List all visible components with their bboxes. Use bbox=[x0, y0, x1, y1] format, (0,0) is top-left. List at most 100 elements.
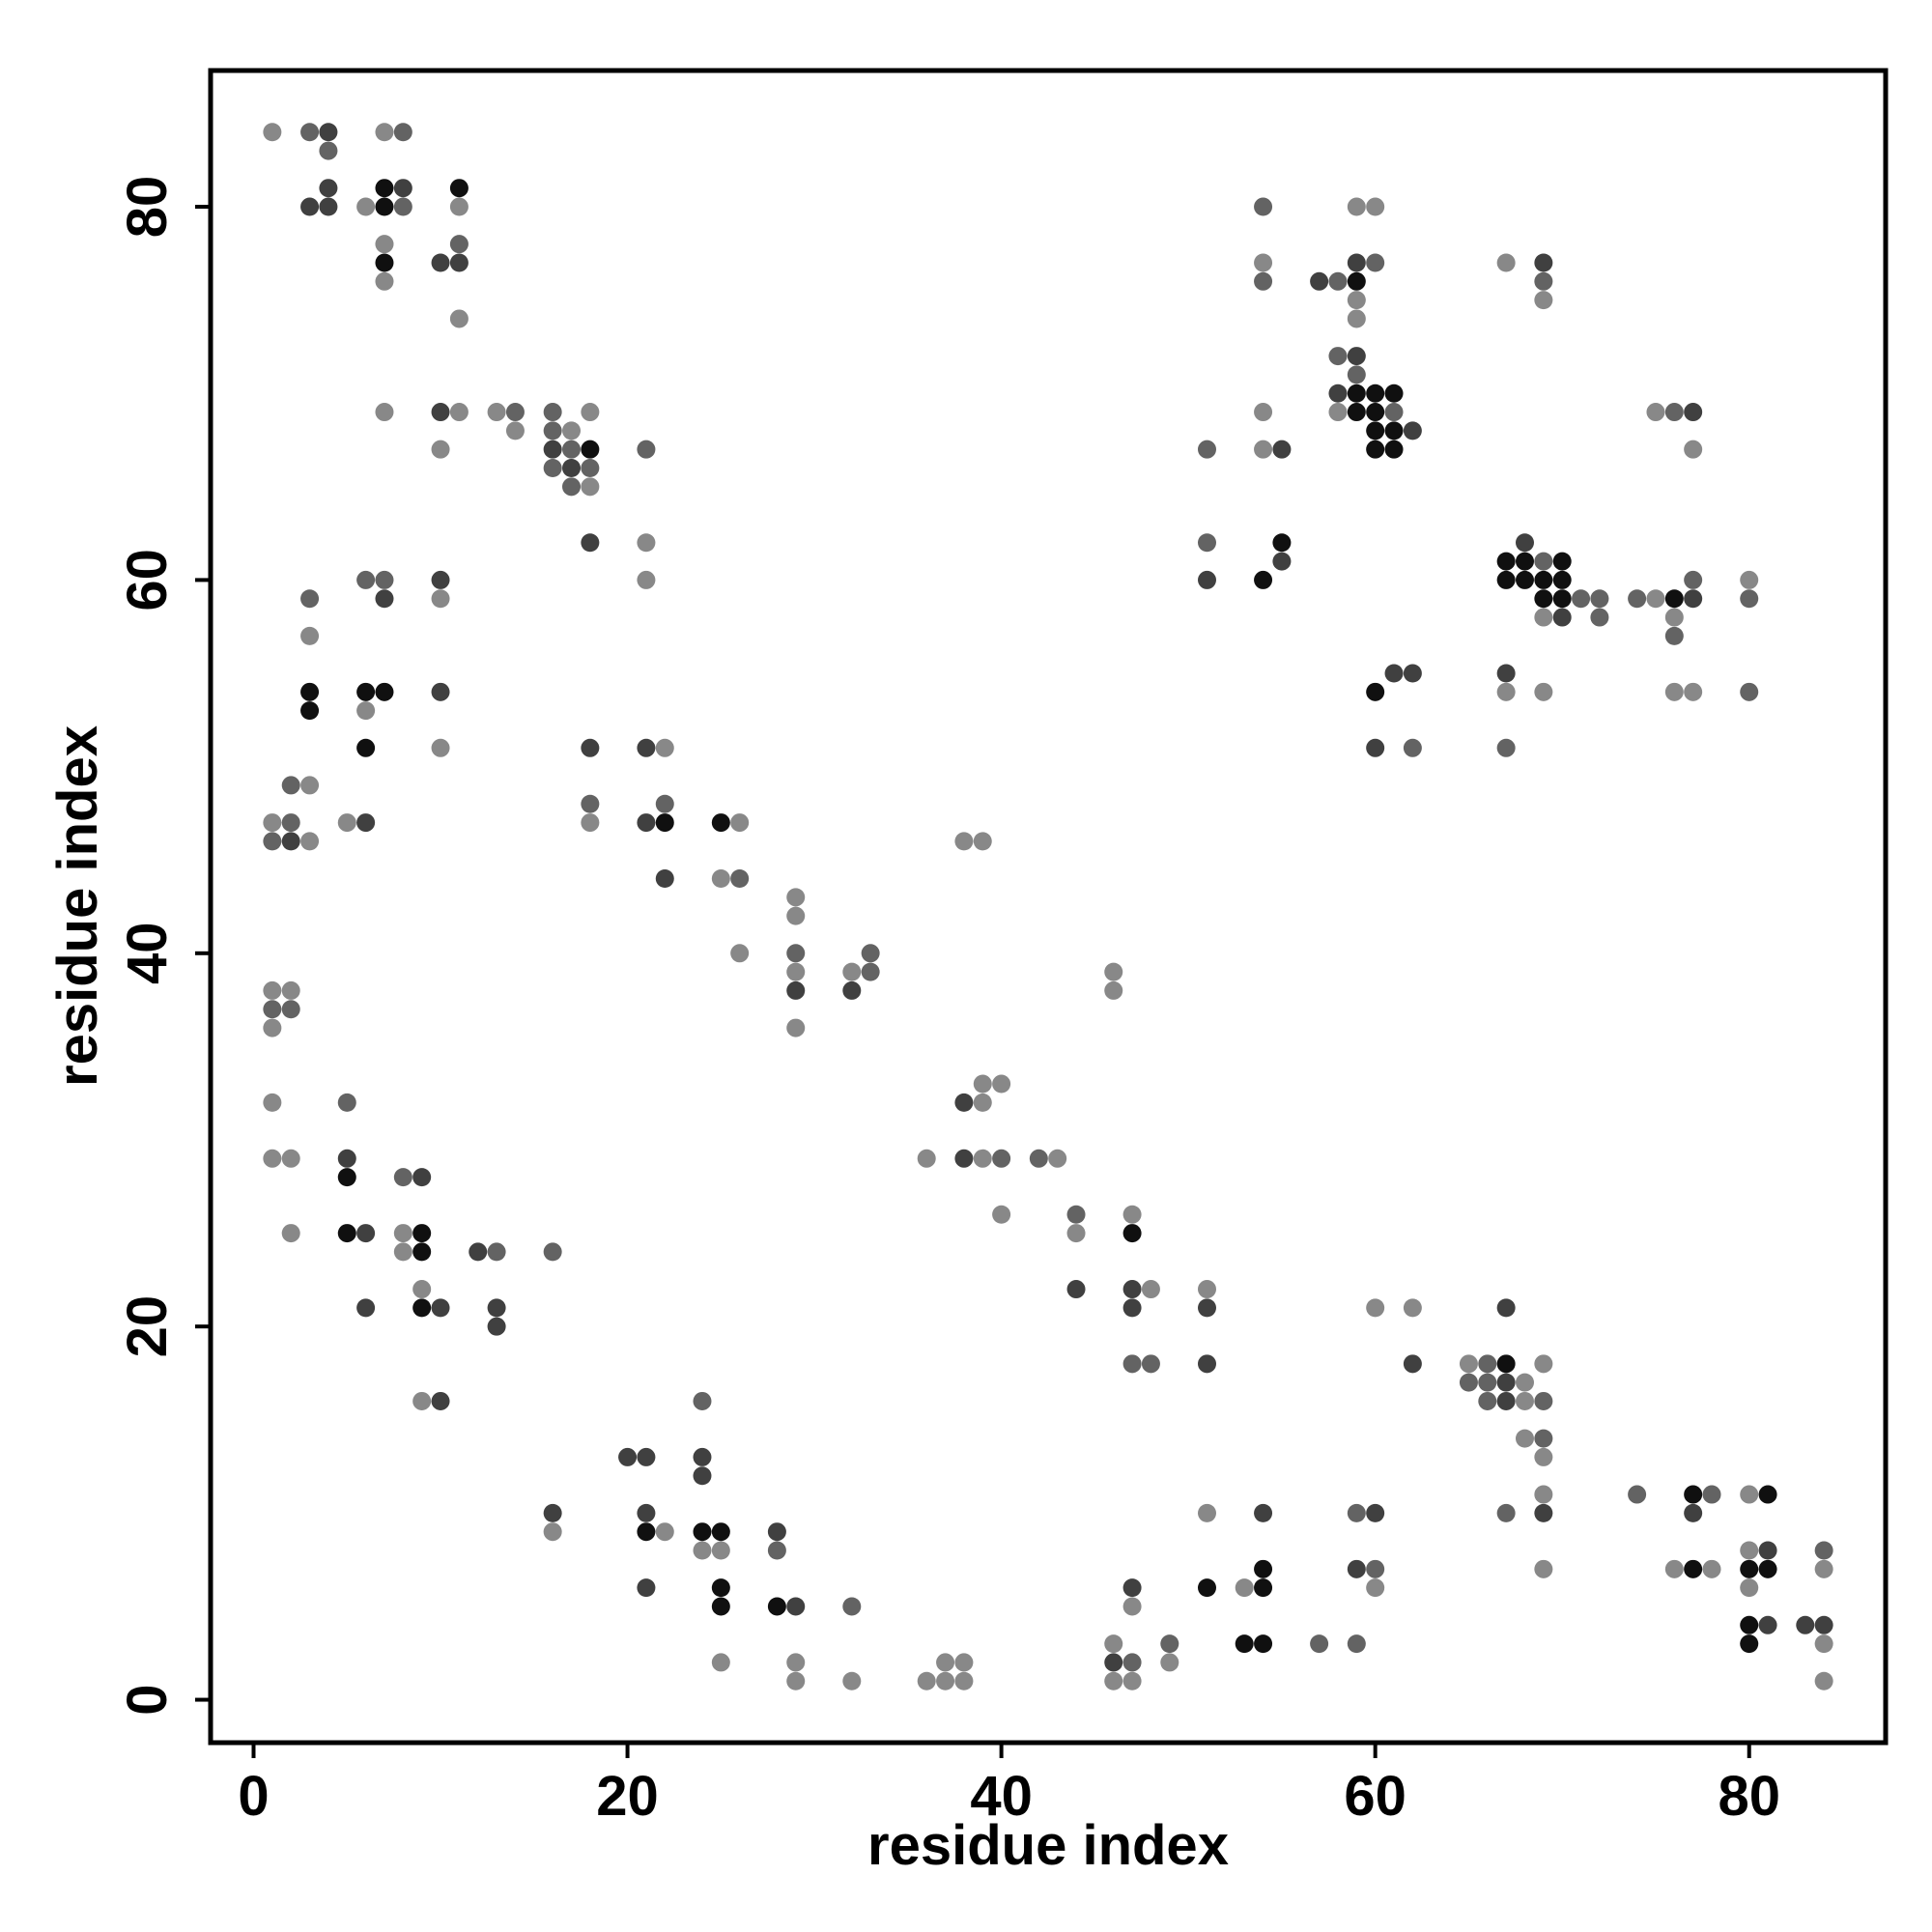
scatter-point bbox=[1366, 421, 1385, 440]
scatter-point bbox=[711, 869, 730, 889]
scatter-point bbox=[1552, 552, 1572, 571]
scatter-point bbox=[375, 682, 394, 701]
scatter-point bbox=[1814, 1559, 1833, 1578]
scatter-point bbox=[842, 962, 862, 981]
scatter-point bbox=[1384, 421, 1404, 440]
scatter-point bbox=[655, 1522, 674, 1542]
scatter-point bbox=[1254, 570, 1273, 589]
scatter-point bbox=[263, 1000, 282, 1019]
scatter-point bbox=[1740, 1615, 1759, 1634]
scatter-point bbox=[1478, 1373, 1497, 1392]
scatter-point bbox=[393, 1224, 412, 1243]
scatter-point bbox=[281, 813, 300, 833]
scatter-point bbox=[449, 253, 469, 272]
scatter-point bbox=[263, 1093, 282, 1112]
scatter-point bbox=[1552, 570, 1572, 589]
scatter-point bbox=[337, 1224, 356, 1243]
scatter-point bbox=[1328, 403, 1348, 422]
scatter-point bbox=[1347, 1503, 1366, 1522]
scatter-point bbox=[954, 1653, 974, 1672]
scatter-point bbox=[431, 440, 450, 459]
scatter-point bbox=[861, 944, 880, 963]
scatter-point bbox=[973, 832, 992, 851]
scatter-point bbox=[1740, 589, 1759, 609]
scatter-point bbox=[1684, 1559, 1703, 1578]
y-tick-label: 60 bbox=[116, 549, 179, 611]
scatter-point bbox=[300, 197, 320, 216]
scatter-point bbox=[300, 626, 320, 645]
scatter-point bbox=[786, 1671, 806, 1690]
scatter-point bbox=[412, 1242, 432, 1262]
scatter-point bbox=[1366, 738, 1385, 757]
scatter-point bbox=[637, 533, 656, 553]
scatter-point bbox=[581, 794, 600, 813]
scatter-point bbox=[1740, 570, 1759, 589]
scatter-point bbox=[1534, 291, 1553, 310]
scatter-point bbox=[1347, 291, 1366, 310]
scatter-point bbox=[393, 1168, 412, 1187]
scatter-point bbox=[842, 1671, 862, 1690]
scatter-point bbox=[581, 403, 600, 422]
scatter-point bbox=[954, 1671, 974, 1690]
scatter-point bbox=[992, 1205, 1011, 1224]
scatter-point bbox=[1628, 1485, 1647, 1504]
scatter-point bbox=[1534, 589, 1553, 609]
scatter-point bbox=[1740, 1578, 1759, 1598]
scatter-point bbox=[637, 1578, 656, 1598]
scatter-point bbox=[711, 1541, 730, 1560]
scatter-point bbox=[786, 888, 806, 907]
scatter-point bbox=[319, 197, 338, 216]
scatter-point bbox=[730, 813, 750, 833]
scatter-point bbox=[1122, 1671, 1142, 1690]
scatter-point bbox=[356, 738, 376, 757]
scatter-point bbox=[449, 309, 469, 328]
scatter-point bbox=[1328, 347, 1348, 366]
scatter-point bbox=[1459, 1354, 1478, 1374]
scatter-point bbox=[300, 701, 320, 721]
scatter-point bbox=[263, 1018, 282, 1037]
scatter-point bbox=[1534, 1485, 1553, 1504]
scatter-point bbox=[1347, 309, 1366, 328]
scatter-point bbox=[1366, 253, 1385, 272]
scatter-point bbox=[562, 421, 582, 440]
scatter-point bbox=[393, 123, 412, 142]
scatter-point bbox=[767, 1597, 786, 1616]
scatter-point bbox=[1122, 1205, 1142, 1224]
scatter-point bbox=[1534, 253, 1553, 272]
scatter-point bbox=[281, 1000, 300, 1019]
scatter-point bbox=[375, 197, 394, 216]
scatter-point bbox=[1740, 1559, 1759, 1578]
scatter-point bbox=[1740, 1634, 1759, 1654]
scatter-point bbox=[1347, 197, 1366, 216]
scatter-point bbox=[973, 1149, 992, 1168]
scatter-point bbox=[1702, 1485, 1721, 1504]
scatter-point bbox=[1646, 403, 1665, 422]
scatter-point bbox=[1664, 1559, 1684, 1578]
scatter-point bbox=[992, 1074, 1011, 1094]
scatter-point bbox=[1197, 1503, 1216, 1522]
scatter-point bbox=[543, 458, 562, 477]
scatter-point bbox=[1684, 1503, 1703, 1522]
scatter-point bbox=[1684, 440, 1703, 459]
scatter-point bbox=[562, 477, 582, 497]
scatter-point bbox=[356, 813, 376, 833]
scatter-point bbox=[954, 1149, 974, 1168]
scatter-point bbox=[375, 253, 394, 272]
scatter-point bbox=[842, 1597, 862, 1616]
scatter-point bbox=[1104, 1634, 1123, 1654]
scatter-point bbox=[412, 1391, 432, 1410]
scatter-point bbox=[1347, 1559, 1366, 1578]
x-tick-label: 80 bbox=[1718, 1765, 1780, 1828]
scatter-point bbox=[543, 1522, 562, 1542]
data-points bbox=[263, 123, 1833, 1690]
scatter-point bbox=[786, 1597, 806, 1616]
scatter-point bbox=[1702, 1559, 1721, 1578]
scatter-point bbox=[1366, 1578, 1385, 1598]
scatter-point bbox=[1628, 589, 1647, 609]
scatter-point bbox=[1496, 682, 1516, 701]
y-tick-label: 0 bbox=[116, 1684, 179, 1715]
scatter-point bbox=[1664, 682, 1684, 701]
y-tick-label: 40 bbox=[116, 923, 179, 985]
scatter-point bbox=[1534, 552, 1553, 571]
